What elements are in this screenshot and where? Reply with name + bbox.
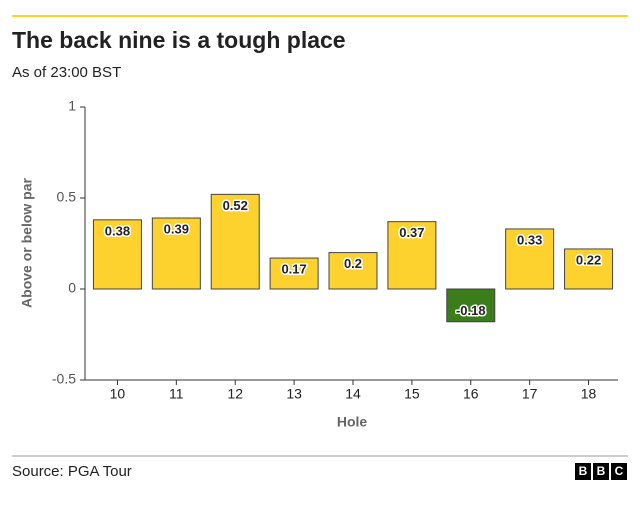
logo-letter: B: [579, 464, 588, 478]
value-label: 0.33: [517, 232, 542, 247]
value-label: 0.37: [399, 225, 424, 240]
value-label: 0.22: [576, 252, 601, 267]
logo-box: [593, 463, 609, 480]
value-label: 0.2: [344, 256, 362, 271]
logo-letter: C: [615, 464, 624, 478]
x-tick-label: 12: [227, 386, 243, 402]
y-axis-label: Above or below par: [19, 177, 35, 307]
x-tick-label: 15: [404, 386, 420, 402]
x-tick-label: 11: [169, 386, 184, 402]
y-tick-label: -0.5: [52, 371, 76, 387]
value-label: -0.18: [456, 303, 486, 318]
y-tick-label: 1: [68, 98, 76, 114]
bar: [446, 288, 496, 323]
y-tick-label: 0: [68, 280, 76, 296]
x-tick-label: 14: [345, 386, 361, 402]
bar: [328, 252, 378, 290]
logo-box: [611, 463, 627, 480]
logo-letter: B: [597, 464, 606, 478]
bar: [210, 193, 260, 290]
chart-subtitle: As of 23:00 BST: [12, 64, 121, 81]
bar: [269, 257, 319, 290]
bar: [505, 228, 555, 290]
value-label: 0.38: [105, 223, 130, 238]
logo-box: [575, 463, 591, 480]
x-tick-label: 10: [110, 386, 126, 402]
bar: [564, 248, 614, 290]
bar: [151, 217, 201, 290]
x-tick-label: 18: [581, 386, 597, 402]
x-tick-label: 13: [286, 386, 302, 402]
source: Source: PGA Tour: [12, 463, 132, 480]
value-label: 0.52: [223, 198, 248, 213]
chart-title: The back nine is a tough place: [12, 27, 346, 53]
value-label: 0.17: [281, 261, 306, 276]
logo: B B C: [575, 463, 627, 480]
x-tick-label: 17: [522, 386, 538, 402]
x-tick-label: 16: [463, 386, 479, 402]
bar: [387, 221, 437, 290]
y-tick-label: 0.5: [57, 189, 77, 205]
x-axis-label: Hole: [337, 414, 368, 430]
value-label: 0.39: [164, 221, 189, 236]
bar: [92, 219, 142, 290]
